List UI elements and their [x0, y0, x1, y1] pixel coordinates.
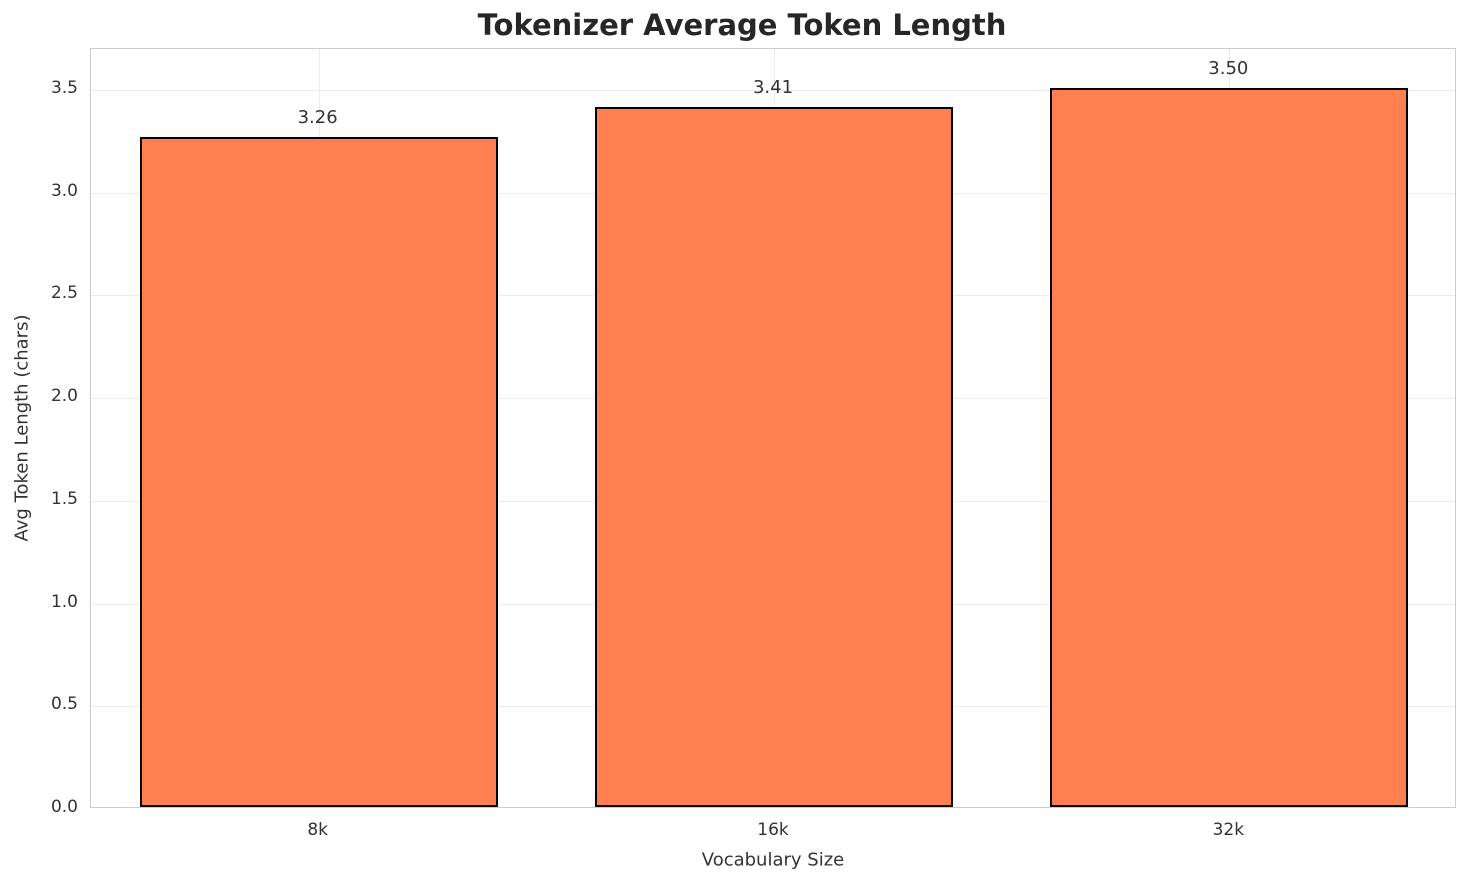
y-tick-label: 2.5 — [50, 283, 78, 304]
x-tick-label: 8k — [307, 820, 328, 840]
x-tick-label: 16k — [757, 820, 789, 840]
bar — [595, 106, 953, 807]
y-tick-label: 1.5 — [50, 488, 78, 509]
x-tick-label: 32k — [1212, 820, 1245, 840]
bar — [1050, 88, 1409, 807]
y-gridline — [91, 90, 1455, 92]
y-tick-label: 0.0 — [50, 797, 78, 817]
bar-value-label: 3.50 — [1208, 58, 1249, 80]
y-tick-label: 0.5 — [50, 694, 78, 715]
bar-value-label: 3.26 — [297, 107, 338, 129]
plot-area — [90, 48, 1456, 808]
bar-value-label: 3.41 — [752, 76, 794, 98]
chart-title: Tokenizer Average Token Length — [477, 8, 1007, 42]
y-tick-label: 2.0 — [50, 386, 78, 407]
y-tick-label: 1.0 — [50, 591, 78, 612]
x-axis-label: Vocabulary Size — [701, 849, 845, 871]
bar — [139, 137, 498, 807]
y-tick-label: 3.5 — [50, 78, 78, 99]
y-tick-label: 3.0 — [50, 180, 78, 201]
